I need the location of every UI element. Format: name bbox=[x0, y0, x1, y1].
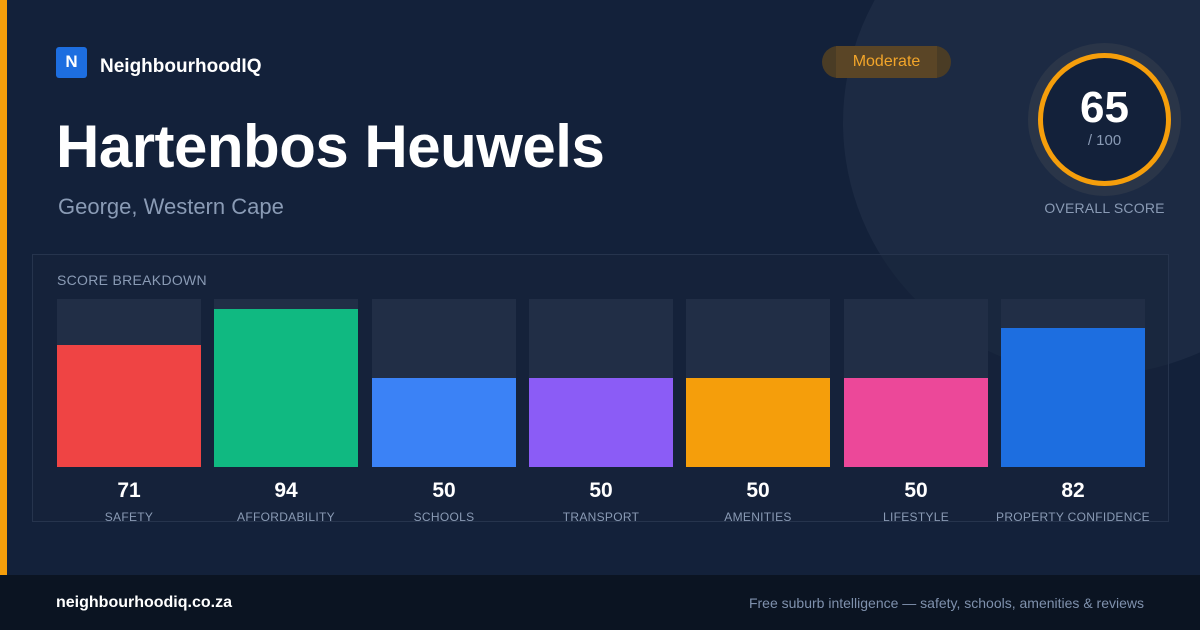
metric-value: 50 bbox=[432, 479, 456, 502]
metric-track bbox=[1001, 299, 1145, 467]
rating-badge: Moderate bbox=[822, 46, 951, 78]
footer-tagline: Free suburb intelligence — safety, schoo… bbox=[748, 595, 1144, 611]
metric-value: 50 bbox=[746, 479, 770, 502]
metric-track bbox=[529, 299, 673, 467]
breakdown-title: SCORE BREAKDOWN bbox=[57, 272, 207, 288]
metric-label: LIFESTYLE bbox=[882, 510, 950, 524]
metric-bar bbox=[529, 378, 673, 467]
metric-bar bbox=[372, 378, 516, 467]
metric-value: 50 bbox=[904, 479, 928, 502]
metric-track bbox=[214, 299, 358, 467]
metric-value: 71 bbox=[117, 479, 141, 502]
metric-label: SCHOOLS bbox=[413, 510, 475, 524]
accent-stripe bbox=[0, 0, 7, 575]
metric-bar bbox=[1001, 328, 1145, 467]
metric-label: AFFORDABILITY bbox=[237, 510, 335, 524]
footer-url[interactable]: neighbourhoodiq.co.za bbox=[56, 594, 232, 611]
brand-name: NeighbourhoodIQ bbox=[100, 56, 262, 77]
suburb-title: Hartenbos Heuwels bbox=[56, 113, 605, 180]
brand[interactable]: N NeighbourhoodIQ bbox=[56, 46, 261, 78]
overall-score-label: OVERALL SCORE bbox=[1044, 200, 1165, 216]
score-breakdown-panel: SCORE BREAKDOWN 71 SAFETY 94 AFFORDABILITY 5… bbox=[32, 254, 1169, 524]
metric-value: 94 bbox=[274, 479, 298, 502]
metric-track bbox=[372, 299, 516, 467]
metric-bar bbox=[844, 378, 988, 467]
suburb-location: George, Western Cape bbox=[58, 194, 284, 219]
metric-track bbox=[57, 299, 201, 467]
share-card: N NeighbourhoodIQ Hartenbos Heuwels Geor… bbox=[0, 0, 1181, 575]
metric-track bbox=[686, 299, 830, 467]
metric-bar bbox=[686, 378, 830, 467]
footer: neighbourhoodiq.co.za Free suburb intell… bbox=[0, 575, 1200, 630]
metric-value: 82 bbox=[1061, 479, 1085, 502]
rating-badge-label: Moderate bbox=[852, 53, 921, 70]
metric-track bbox=[844, 299, 988, 467]
metric-bar bbox=[214, 309, 358, 467]
badge-highlight bbox=[836, 46, 937, 78]
metric-value: 50 bbox=[589, 479, 613, 502]
overall-score-value: 65 bbox=[1080, 83, 1129, 132]
metric-label: SAFETY bbox=[104, 510, 154, 524]
overall-score-max: / 100 bbox=[1087, 132, 1122, 149]
metric-bar bbox=[57, 345, 201, 467]
metric-label: PROPERTY CONFIDENCE bbox=[996, 510, 1150, 524]
metric-label: AMENITIES bbox=[724, 510, 792, 524]
score-ring bbox=[1038, 53, 1171, 186]
metric-label: TRANSPORT bbox=[562, 510, 640, 524]
brand-logo-icon: N bbox=[56, 46, 87, 78]
